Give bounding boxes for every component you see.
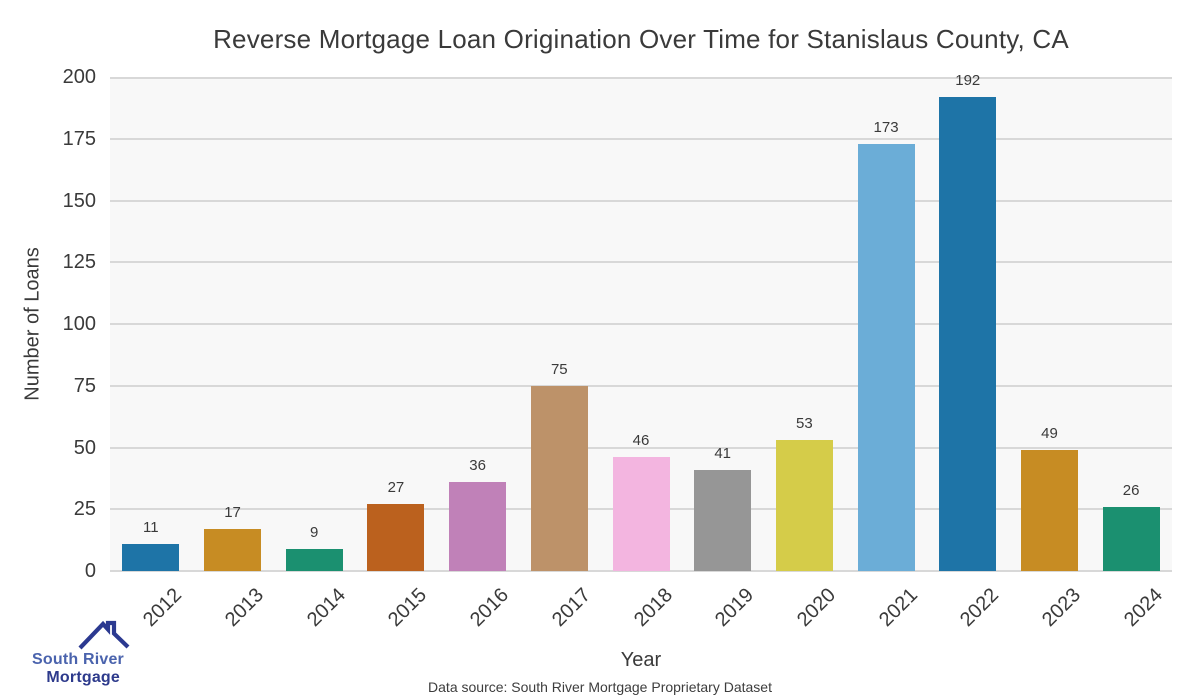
logo-text-line1: South River	[32, 651, 124, 668]
bar-2013	[204, 529, 262, 571]
chart-title: Reverse Mortgage Loan Origination Over T…	[213, 24, 1069, 54]
bar-value-label: 9	[310, 523, 319, 541]
gridline-200	[110, 77, 1172, 79]
bar-value-label: 36	[469, 457, 486, 475]
gridline-75	[110, 384, 1172, 387]
bar-value-label: 192	[955, 71, 981, 89]
x-tick-label: 2014	[302, 584, 350, 632]
y-tick-label: 200	[62, 66, 96, 88]
x-tick-label: 2017	[547, 584, 595, 632]
x-tick-label: 2024	[1119, 584, 1167, 632]
y-tick-label: 50	[73, 436, 96, 459]
house-roof-icon	[78, 620, 130, 650]
x-tick-label: 2013	[221, 584, 269, 632]
gridline-0	[110, 570, 1172, 572]
bar-2012	[122, 543, 180, 571]
bar-value-label: 41	[714, 444, 732, 462]
y-tick-label: 125	[62, 251, 96, 274]
gridline-100	[110, 323, 1172, 325]
gridline-125	[110, 261, 1172, 264]
y-tick-label: 25	[73, 498, 96, 521]
bar-2023	[1020, 449, 1078, 571]
x-tick-label: 2012	[139, 584, 187, 632]
y-tick-label: 75	[73, 374, 96, 397]
company-logo: South River Mortgage	[24, 618, 130, 688]
bar-value-label: 53	[796, 415, 813, 433]
plot-area	[110, 77, 1172, 572]
bar-value-label: 75	[550, 360, 568, 378]
x-tick-label: 2021	[874, 584, 922, 632]
gridline-175	[110, 137, 1172, 140]
x-tick-label: 2023	[1038, 584, 1086, 632]
bar-2022	[939, 96, 997, 571]
y-tick-label: 150	[62, 189, 96, 212]
bar-2020	[775, 440, 833, 571]
bar-value-label: 173	[873, 118, 899, 136]
bar-2017	[530, 385, 588, 571]
bar-value-label: 17	[224, 504, 241, 521]
y-tick-label: 0	[84, 560, 96, 582]
x-tick-label: 2020	[792, 584, 840, 632]
bar-value-label: 11	[143, 518, 159, 536]
x-tick-label: 2016	[466, 584, 514, 632]
bar-value-label: 49	[1041, 424, 1058, 442]
bar-2016	[449, 482, 507, 571]
x-tick-label: 2022	[956, 584, 1004, 632]
bar-value-label: 46	[632, 432, 650, 450]
y-tick-label: 175	[62, 127, 96, 150]
bar-2014	[285, 548, 343, 571]
x-axis-label: Year	[620, 649, 662, 671]
data-source-caption: Data source: South River Mortgage Propri…	[428, 679, 772, 695]
bar-value-label: 26	[1122, 481, 1140, 499]
bar-2019	[694, 469, 752, 571]
logo-text-line2: Mortgage	[46, 669, 120, 686]
bar-2024	[1102, 506, 1160, 571]
gridline-50	[110, 446, 1172, 449]
bar-2018	[612, 457, 670, 571]
bar-2015	[367, 504, 425, 571]
gridline-150	[110, 199, 1172, 202]
y-tick-label: 100	[62, 313, 96, 335]
x-tick-label: 2015	[384, 584, 432, 632]
bar-2021	[857, 143, 915, 571]
x-tick-label: 2018	[629, 584, 677, 632]
x-tick-label: 2019	[711, 584, 759, 632]
bar-value-label: 27	[387, 479, 405, 497]
